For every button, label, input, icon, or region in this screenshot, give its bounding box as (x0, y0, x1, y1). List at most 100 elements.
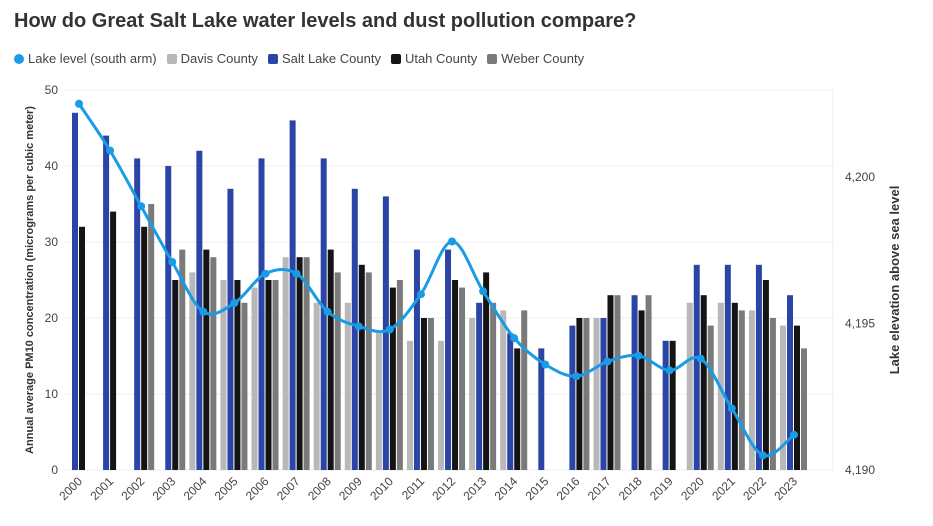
x-tick-label: 2020 (678, 474, 707, 503)
x-tick-label: 2022 (740, 474, 769, 503)
bar-davis-county (593, 318, 600, 470)
lake-level-point (758, 451, 767, 460)
bar-davis-county (406, 340, 413, 470)
lake-level-point (106, 146, 115, 155)
bar-salt-lake-county (382, 196, 389, 470)
bar-salt-lake-county (662, 340, 669, 470)
bar-utah-county (265, 280, 272, 470)
bar-weber-county (459, 287, 466, 470)
bar-davis-county (469, 318, 476, 470)
chart-title: How do Great Salt Lake water levels and … (14, 10, 637, 32)
lake-level-point (354, 322, 363, 331)
bar-davis-county (189, 272, 196, 470)
bar-utah-county (234, 280, 241, 470)
lake-level-point (665, 366, 674, 375)
bar-salt-lake-county (538, 348, 545, 470)
x-tick-label: 2003 (150, 474, 179, 503)
lake-level-point (168, 257, 177, 266)
bar-weber-county (303, 257, 310, 470)
legend-item-salt-lake[interactable]: Salt Lake County (267, 51, 381, 66)
lake-level-point (292, 269, 301, 278)
y-tick-label: 40 (45, 159, 59, 173)
bar-salt-lake-county (507, 333, 514, 470)
x-tick-label: 2017 (585, 474, 614, 503)
bar-weber-county (241, 302, 248, 470)
legend-swatch (166, 53, 177, 64)
bar-salt-lake-county (72, 112, 78, 471)
bar-utah-county (638, 310, 645, 470)
x-tick-label: 2013 (460, 474, 489, 503)
y-axis-label: Annual average PM10 concentration (micro… (24, 106, 36, 454)
bar-weber-county (334, 272, 341, 470)
bar-weber-county (521, 310, 528, 470)
lake-level-point (572, 372, 581, 381)
bar-salt-lake-county (413, 249, 420, 470)
y2-tick-label: 4,190 (845, 463, 875, 477)
bar-utah-county (731, 302, 738, 470)
x-tick-label: 2000 (56, 474, 85, 503)
bar-utah-county (420, 318, 427, 470)
legend-label: Davis County (180, 51, 258, 66)
bar-weber-county (614, 295, 621, 470)
bar-utah-county (172, 280, 179, 470)
legend-label: Utah County (404, 51, 478, 66)
lake-level-point (634, 351, 643, 360)
legend-swatch (14, 53, 24, 64)
bar-weber-county (210, 257, 217, 470)
x-tick-label: 2010 (367, 474, 396, 503)
y-tick-label: 0 (51, 463, 58, 477)
lake-level-point (541, 360, 550, 369)
bar-davis-county (500, 310, 507, 470)
legend-label: Weber County (501, 51, 585, 66)
legend-swatch (267, 53, 278, 64)
lake-level-point (230, 298, 239, 307)
lake-level-point (323, 307, 332, 316)
legend-label: Salt Lake County (281, 51, 381, 66)
bar-salt-lake-county (134, 158, 141, 470)
bar-utah-county (700, 295, 707, 470)
lake-level-point (385, 325, 394, 334)
lake-level-point (510, 334, 519, 343)
y2-tick-label: 4,200 (845, 170, 875, 184)
legend-swatch (487, 53, 498, 64)
x-tick-label: 2009 (336, 474, 365, 503)
legend-item-davis[interactable]: Davis County (166, 51, 258, 66)
legend-label: Lake level (south arm) (28, 51, 157, 66)
bar-weber-county (738, 310, 745, 470)
bar-utah-county (794, 325, 800, 470)
bar-weber-county (427, 318, 434, 470)
bar-weber-county (396, 280, 403, 470)
bar-davis-county (282, 257, 289, 470)
bar-weber-county (645, 295, 652, 470)
bar-davis-county (220, 280, 227, 470)
bar-salt-lake-county (724, 264, 731, 470)
x-tick-label: 2018 (616, 474, 645, 503)
lake-level-point (603, 357, 612, 366)
legend-item-utah[interactable]: Utah County (390, 51, 478, 66)
x-tick-label: 2002 (119, 474, 148, 503)
x-tick-label: 2011 (399, 474, 427, 502)
bar-utah-county (203, 249, 210, 470)
lake-level-point (727, 404, 736, 413)
x-tick-label: 2007 (274, 474, 303, 503)
bar-salt-lake-county (320, 158, 327, 470)
bar-weber-county (490, 302, 497, 470)
bar-weber-county (365, 272, 372, 470)
bar-utah-county (110, 211, 117, 470)
legend-item-weber[interactable]: Weber County (487, 51, 584, 66)
legend-item-lake[interactable]: Lake level (south arm) (14, 51, 157, 66)
bar-utah-county (327, 249, 334, 470)
x-tick-label: 2016 (554, 474, 583, 503)
x-tick-label: 2004 (181, 474, 210, 503)
lake-level-point (448, 237, 457, 246)
bar-utah-county (296, 257, 303, 470)
bar-utah-county (607, 295, 614, 470)
bar-utah-county (389, 287, 396, 470)
bar-salt-lake-county (289, 120, 296, 471)
bar-davis-county (344, 302, 351, 470)
y-tick-label: 30 (45, 235, 59, 249)
bar-davis-county (686, 302, 693, 470)
bar-salt-lake-county (445, 249, 452, 470)
bar-utah-county (669, 340, 676, 470)
